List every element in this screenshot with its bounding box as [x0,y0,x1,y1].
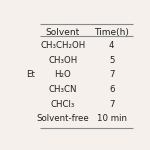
Text: CH₃OH: CH₃OH [48,56,78,65]
Text: H₂O: H₂O [55,70,71,79]
Text: 7: 7 [109,100,114,109]
Text: Solvent-free: Solvent-free [37,114,89,123]
Text: Solvent: Solvent [46,28,80,37]
Text: 10 min: 10 min [97,114,127,123]
Text: CH₃CN: CH₃CN [49,85,77,94]
Text: 5: 5 [109,56,114,65]
Text: Et: Et [26,70,35,79]
Text: Time(h): Time(h) [94,28,129,37]
Text: 7: 7 [109,70,114,79]
Text: CH₃CH₂OH: CH₃CH₂OH [40,41,86,50]
Text: 4: 4 [109,41,114,50]
Text: 6: 6 [109,85,114,94]
Text: CHCl₃: CHCl₃ [51,100,75,109]
